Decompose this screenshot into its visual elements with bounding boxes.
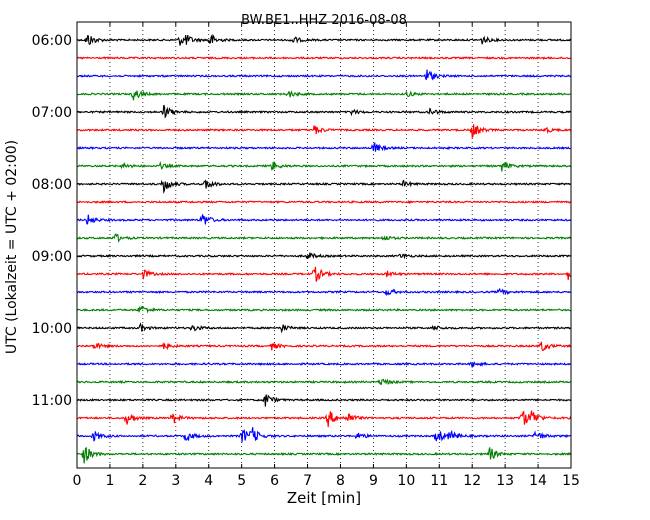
trace-1015 (77, 341, 571, 352)
x-tick-label: 13 (496, 473, 514, 489)
seismogram-traces (77, 33, 571, 464)
trace-0645 (77, 89, 571, 101)
trace-0800 (77, 179, 571, 195)
trace-0945 (77, 305, 571, 314)
trace-1145 (77, 446, 571, 464)
trace-1130 (77, 427, 571, 443)
y-axis-label: UTC (Lokalzeit = UTC + 02:00) (4, 140, 20, 354)
x-tick-label: 14 (529, 473, 547, 489)
x-tick-label: 6 (270, 473, 279, 489)
plot-frame (76, 21, 572, 469)
x-axis-label: Zeit [min] (287, 489, 361, 507)
trace-0915 (77, 266, 571, 282)
chart-title: BW.BE1..HHZ 2016-08-08 (241, 13, 407, 28)
x-tick-label: 8 (336, 473, 345, 489)
x-tick-label: 15 (562, 473, 580, 489)
x-tick-label: 4 (204, 473, 213, 489)
y-tick-label: 08:00 (32, 177, 72, 193)
trace-1045 (77, 378, 571, 386)
x-axis-ticks: 0 1 2 3 4 5 6 7 8 9 10 11 12 13 14 15 (73, 22, 580, 489)
x-tick-label: 5 (237, 473, 246, 489)
x-tick-label: 11 (430, 473, 448, 489)
trace-0815 (77, 200, 571, 205)
trace-0900 (77, 252, 571, 260)
x-tick-label: 12 (463, 473, 481, 489)
trace-0715 (77, 124, 571, 139)
trace-1100 (77, 394, 571, 407)
x-tick-label: 0 (73, 473, 82, 489)
x-tick-label: 1 (105, 473, 114, 489)
trace-0600 (77, 33, 571, 46)
x-tick-label: 3 (171, 473, 180, 489)
trace-0630 (77, 69, 571, 81)
x-tick-label: 9 (369, 473, 378, 489)
trace-1000 (77, 322, 571, 334)
y-tick-label: 11:00 (32, 393, 72, 409)
trace-1030 (77, 361, 571, 368)
trace-0830 (77, 214, 571, 225)
trace-0845 (77, 233, 571, 244)
x-tick-label: 2 (138, 473, 147, 489)
x-tick-label: 10 (397, 473, 415, 489)
trace-1115 (77, 410, 571, 428)
trace-0930 (77, 287, 571, 297)
trace-0700 (77, 104, 571, 119)
y-tick-label: 10:00 (32, 321, 72, 337)
y-axis-ticks: 06:00 07:00 08:00 09:00 10:00 11:00 (32, 33, 571, 409)
x-tick-label: 7 (303, 473, 312, 489)
y-tick-label: 09:00 (32, 249, 72, 265)
trace-0615 (77, 56, 571, 60)
y-tick-label: 07:00 (32, 105, 72, 121)
y-tick-label: 06:00 (32, 33, 72, 49)
trace-0745 (77, 160, 571, 172)
trace-0730 (77, 141, 571, 152)
